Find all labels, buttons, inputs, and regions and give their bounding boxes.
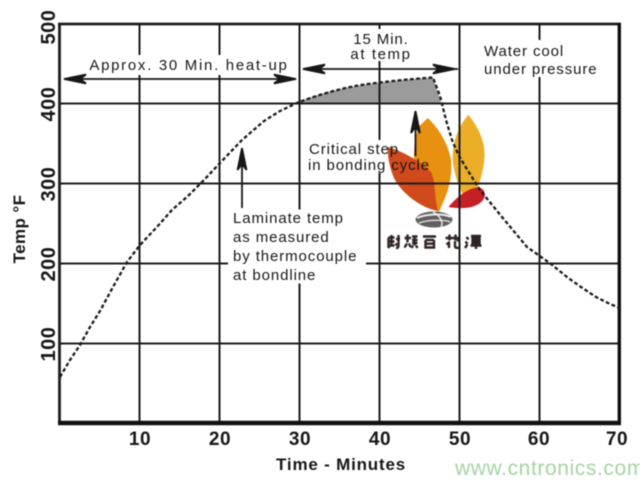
svg-text:www.cntronics.com: www.cntronics.com	[454, 457, 640, 480]
svg-text:30: 30	[289, 429, 311, 450]
svg-text:70: 70	[606, 429, 628, 450]
svg-text:Approx. 30 Min. heat-up: Approx. 30 Min. heat-up	[89, 57, 288, 74]
svg-text:as measured: as measured	[233, 229, 330, 246]
svg-text:Time - Minutes: Time - Minutes	[276, 455, 406, 474]
svg-text:20: 20	[209, 429, 231, 450]
svg-text:40: 40	[369, 429, 391, 450]
svg-text:Critical step: Critical step	[309, 141, 399, 158]
svg-text:under pressure: under pressure	[484, 61, 598, 78]
svg-text:in bonding cycle: in bonding cycle	[308, 157, 430, 174]
svg-text:100: 100	[38, 327, 60, 362]
svg-text:60: 60	[528, 429, 550, 450]
svg-text:by thermocouple: by thermocouple	[233, 248, 357, 265]
svg-text:at bondline: at bondline	[233, 267, 316, 284]
svg-text:500: 500	[38, 10, 60, 45]
svg-text:10: 10	[129, 429, 151, 450]
svg-text:Laminate temp: Laminate temp	[233, 210, 344, 227]
svg-text:15 Min.: 15 Min.	[353, 31, 409, 48]
svg-text:at temp: at temp	[350, 46, 411, 63]
svg-text:200: 200	[38, 247, 60, 282]
svg-text:Temp °F: Temp °F	[10, 195, 29, 264]
svg-text:400: 400	[38, 87, 60, 122]
svg-text:50: 50	[449, 429, 471, 450]
svg-text:300: 300	[38, 167, 60, 202]
svg-text:Water cool: Water cool	[484, 43, 564, 60]
